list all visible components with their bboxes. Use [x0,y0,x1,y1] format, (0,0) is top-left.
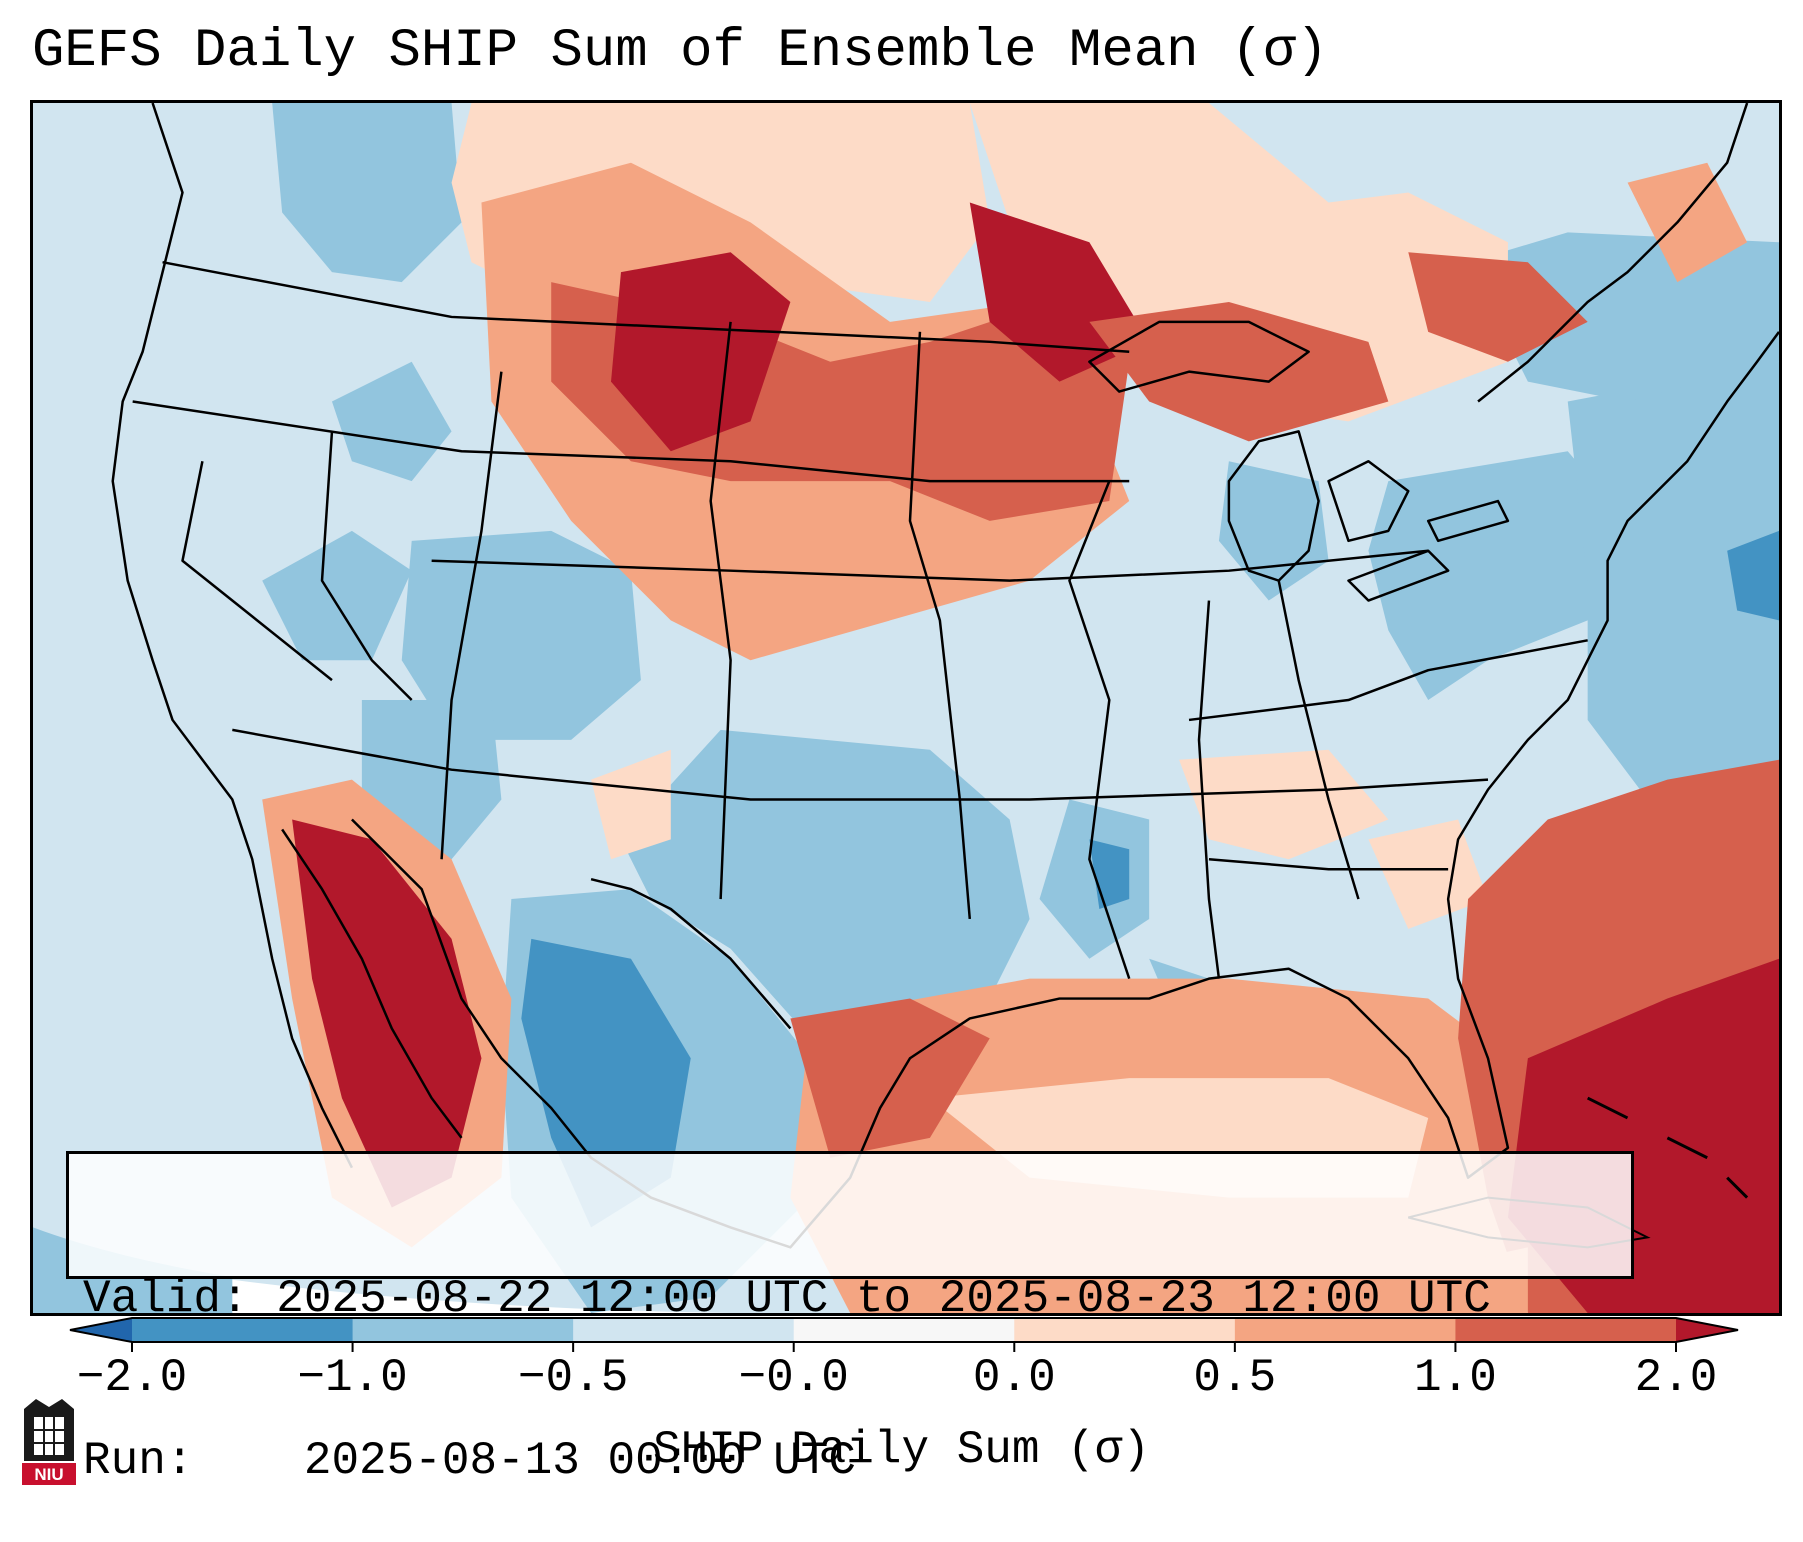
colorbar-bin [132,1318,354,1342]
mississippi-river [1068,480,1131,980]
field-negative-utah-colorado [401,530,641,740]
tennessee-line [1188,639,1588,722]
field-positive-labrador [1627,162,1748,283]
colorbar-bin [1455,1318,1677,1342]
field-negative-bc [272,103,462,283]
niu-logo: NIU [20,1395,78,1487]
field-negative-quebec [1468,232,1779,402]
niu-logo-icon: NIU [22,1399,76,1485]
colorbar-bin [573,1318,795,1342]
plains-meridian [709,321,732,900]
gulf-states-line [1208,858,1449,871]
valid-value: 2025-08-22 12:00 UTC to 2025-08-23 12:00… [276,1273,1491,1325]
colorbar-extend-min [70,1318,132,1342]
map-title: GEFS Daily SHIP Sum of Ensemble Mean (σ) [32,21,1329,82]
field-negative-idaho [331,361,452,482]
rio-grande [590,877,792,1030]
colorbar-bin [1014,1318,1236,1342]
idaho-nevada-line [320,431,413,701]
canada-us-border [162,260,1130,354]
colorbar-svg [69,1317,1739,1352]
run-info-box: Valid: 2025-08-22 12:00 UTC to 2025-08-2… [66,1151,1634,1487]
state-line-north [132,400,1130,483]
colorbar-label: SHIP Daily Sum (σ) [653,1424,1150,1476]
field-strong-positive-ontario [1089,302,1389,442]
st-lawrence-coastline [1477,103,1749,403]
logo-text: NIU [34,1465,63,1484]
mountain-west-meridian [440,371,503,860]
field-weak-positive-southeast [1179,749,1389,860]
state-line-central [431,549,1429,582]
colorbar-tick-label: 0.0 [972,1352,1056,1404]
colorbar-tick-label: −1.0 [297,1352,408,1404]
central-meridian [908,331,972,920]
colorbar-tick-label: −0.0 [738,1352,849,1404]
field-strong-negative-atlantic [1727,530,1779,621]
california-nevada-line [181,460,333,682]
lake-ontario-outline [1426,499,1510,543]
field-weak-positive-ontario [969,103,1508,422]
field-weak-positive-new-mexico [591,749,671,860]
lake-erie-outline [1347,549,1450,602]
colorbar-tick-label: −2.0 [76,1352,188,1404]
valid-label: Valid: [83,1273,249,1325]
lake-michigan-outline [1227,430,1320,582]
state-line-south [232,728,1489,801]
ship-anomaly-map [30,100,1782,1316]
colorbar-tick-label: 0.5 [1193,1352,1277,1404]
field-negative-mississippi [1039,799,1150,959]
colorbar-tick-label: −0.5 [517,1352,629,1404]
run-value: 2025-08-13 00:00 UTC [303,1435,856,1487]
colorbar-bin [793,1318,1015,1342]
colorbar-bin [1234,1318,1456,1342]
valid-row: Valid: 2025-08-22 12:00 UTC to 2025-08-2… [83,1272,1631,1326]
field-negative-northeast [1368,451,1628,701]
appalachian-line [1277,580,1360,900]
field-extreme-positive-baja [292,819,482,1208]
colorbar [69,1317,1739,1352]
map-canvas [33,103,1779,1313]
lake-superior-outline [1088,320,1310,393]
colorbar-tick-label: 1.0 [1414,1352,1497,1404]
colorbar-tick-label: 2.0 [1634,1352,1718,1404]
colorbar-ticks: −2.0 −1.0 −0.5 −0.0 0.0 0.5 1.0 2.0 [0,1350,1803,1410]
lake-huron-outline [1327,459,1410,543]
field-negative-nevada [262,530,412,661]
field-strong-positive-quebec [1408,252,1588,362]
baja-coastline [281,828,463,1139]
pacific-coastline [111,103,354,1169]
run-row: Run: 2025-08-13 00:00 UTC [83,1434,1631,1488]
colorbar-bin [352,1318,574,1342]
colorbar-extend-max [1676,1318,1738,1342]
bahamas-islands [1586,1096,1749,1199]
field-negative-atlantic [1567,361,1779,800]
field-extreme-positive-montana-wyoming [611,252,791,452]
eastern-meridian [1197,600,1221,979]
run-label: Run: [83,1435,194,1487]
